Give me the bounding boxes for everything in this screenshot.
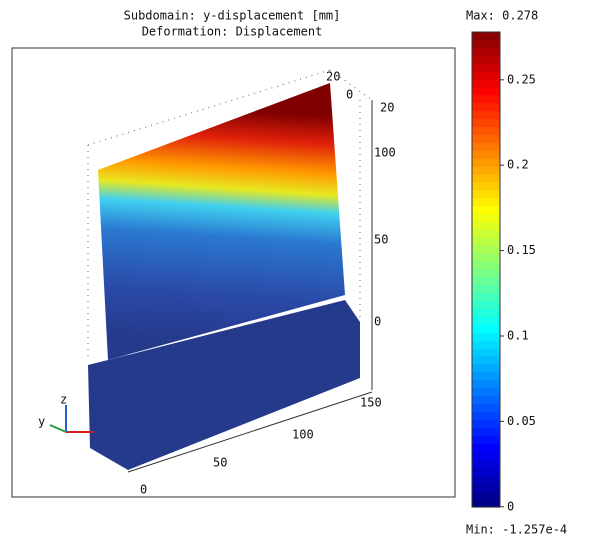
colorbar-tick-label: 0.25 [507, 72, 536, 86]
axis-tick-label: 100 [374, 146, 396, 160]
colorbar-cell [472, 372, 500, 381]
colorbar-cell [472, 71, 500, 81]
colorbar-cell [472, 269, 500, 279]
plot-subtitle: Deformation: Displacement [142, 25, 323, 39]
colorbar-cell [472, 301, 500, 310]
colorbar-cell [472, 340, 500, 350]
axis-tick-label: 20 [380, 101, 394, 115]
colorbar-cell [472, 435, 500, 445]
axis-tick-label: 50 [374, 233, 388, 247]
colorbar-cell [472, 388, 500, 397]
colorbar-cell [472, 111, 500, 120]
colorbar-min: Min: -1.257e-4 [466, 523, 567, 537]
colorbar-max: Max: 0.278 [466, 9, 538, 23]
colorbar-cell [472, 491, 500, 500]
colorbar-cell [472, 419, 500, 429]
panel-surface [98, 83, 345, 360]
colorbar-cell [472, 348, 500, 358]
colorbar-tick-label: 0 [507, 499, 514, 513]
colorbar-cell [472, 142, 500, 152]
colorbar-cell [472, 95, 500, 104]
colorbar-cell [472, 182, 500, 191]
colorbar-cell [472, 174, 500, 184]
colorbar-border [471, 31, 501, 508]
colorbar-cell [472, 427, 500, 437]
colorbar-cell [472, 134, 500, 144]
colorbar-cell [472, 150, 500, 160]
colorbar-cell [472, 285, 500, 294]
colorbar-tick-label: 0.1 [507, 328, 529, 342]
triad-label: y [38, 415, 45, 429]
colorbar-cell [472, 332, 500, 342]
colorbar-cell [472, 261, 500, 271]
colorbar-cell [472, 222, 500, 231]
colorbar-cell [472, 412, 500, 421]
colorbar-cell [472, 253, 500, 263]
axis-tick-label: 20 [326, 70, 340, 84]
colorbar-cell [472, 79, 500, 89]
colorbar-cell [472, 55, 500, 65]
triad-label: z [60, 393, 67, 407]
axis-tick-label: 0 [374, 315, 381, 329]
colorbar-cell [472, 459, 500, 469]
colorbar-cell [472, 356, 500, 366]
colorbar-cell [472, 198, 500, 207]
colorbar: 0 0.05 0.1 0.15 0.2 0.25 Max: 0.278 Min: -1.257… [466, 9, 567, 537]
axis-tick-label: 50 [213, 456, 227, 470]
x-axis-line [127, 391, 373, 473]
colorbar-cell [472, 229, 500, 239]
colorbar-cell [472, 245, 500, 255]
axis-tick-label: 0 [140, 483, 147, 497]
colorbar-cell [472, 404, 500, 413]
colorbar-tick-label: 0.15 [507, 243, 536, 257]
colorbar-cell [472, 380, 500, 389]
colorbar-tick-label: 0.05 [507, 414, 536, 428]
colorbar-cell [472, 39, 500, 49]
colorbar-cell [472, 237, 500, 247]
colorbar-cell [472, 309, 500, 318]
colorbar-cell [472, 190, 500, 199]
colorbar-cell [472, 47, 500, 57]
colorbar-cell [472, 364, 500, 374]
colorbar-cell [472, 293, 500, 302]
colorbar-cell [472, 483, 500, 492]
axis-triad [49, 405, 94, 433]
colorbar-cell [472, 324, 500, 334]
colorbar-cell [472, 103, 500, 112]
colorbar-cell [472, 475, 500, 484]
colorbar-cell [472, 396, 500, 405]
colorbar-cell [472, 499, 500, 508]
colorbar-cell [472, 127, 500, 136]
axis-tick-label: 150 [360, 396, 382, 410]
colorbar-cell [472, 277, 500, 286]
colorbar-cell [472, 206, 500, 215]
colorbar-cell [472, 451, 500, 461]
colorbar-cell [472, 317, 500, 326]
colorbar-cell [472, 467, 500, 476]
colorbar-cell [472, 32, 500, 41]
colorbar-cell [472, 166, 500, 176]
plot-title: Subdomain: y-displacement [mm] [124, 9, 341, 23]
colorbar-tick-label: 0.2 [507, 158, 529, 172]
colorbar-cell [472, 63, 500, 73]
axis-tick-label: 0 [346, 88, 353, 102]
base-surface [88, 300, 360, 470]
colorbar-cell [472, 87, 500, 96]
colorbar-cell [472, 158, 500, 168]
axis-tick-label: 100 [292, 428, 314, 442]
colorbar-cell [472, 214, 500, 223]
colorbar-cell [472, 443, 500, 453]
colorbar-cell [472, 119, 500, 128]
